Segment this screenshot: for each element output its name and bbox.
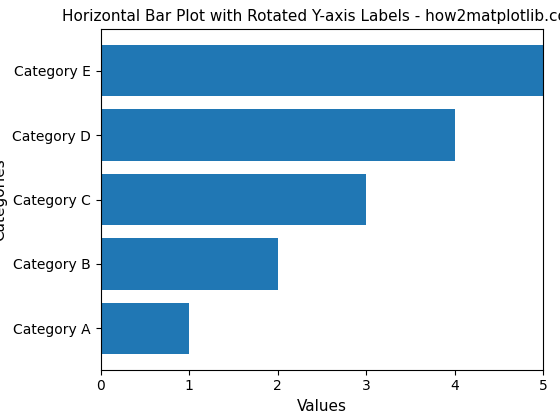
Y-axis label: Categories: Categories [0, 158, 7, 241]
X-axis label: Values: Values [297, 399, 347, 414]
Title: Horizontal Bar Plot with Rotated Y-axis Labels - how2matplotlib.com: Horizontal Bar Plot with Rotated Y-axis … [62, 9, 560, 24]
Bar [101, 238, 278, 290]
Bar [101, 109, 455, 161]
Bar [101, 174, 366, 225]
Bar [101, 302, 189, 354]
Bar [101, 45, 543, 97]
